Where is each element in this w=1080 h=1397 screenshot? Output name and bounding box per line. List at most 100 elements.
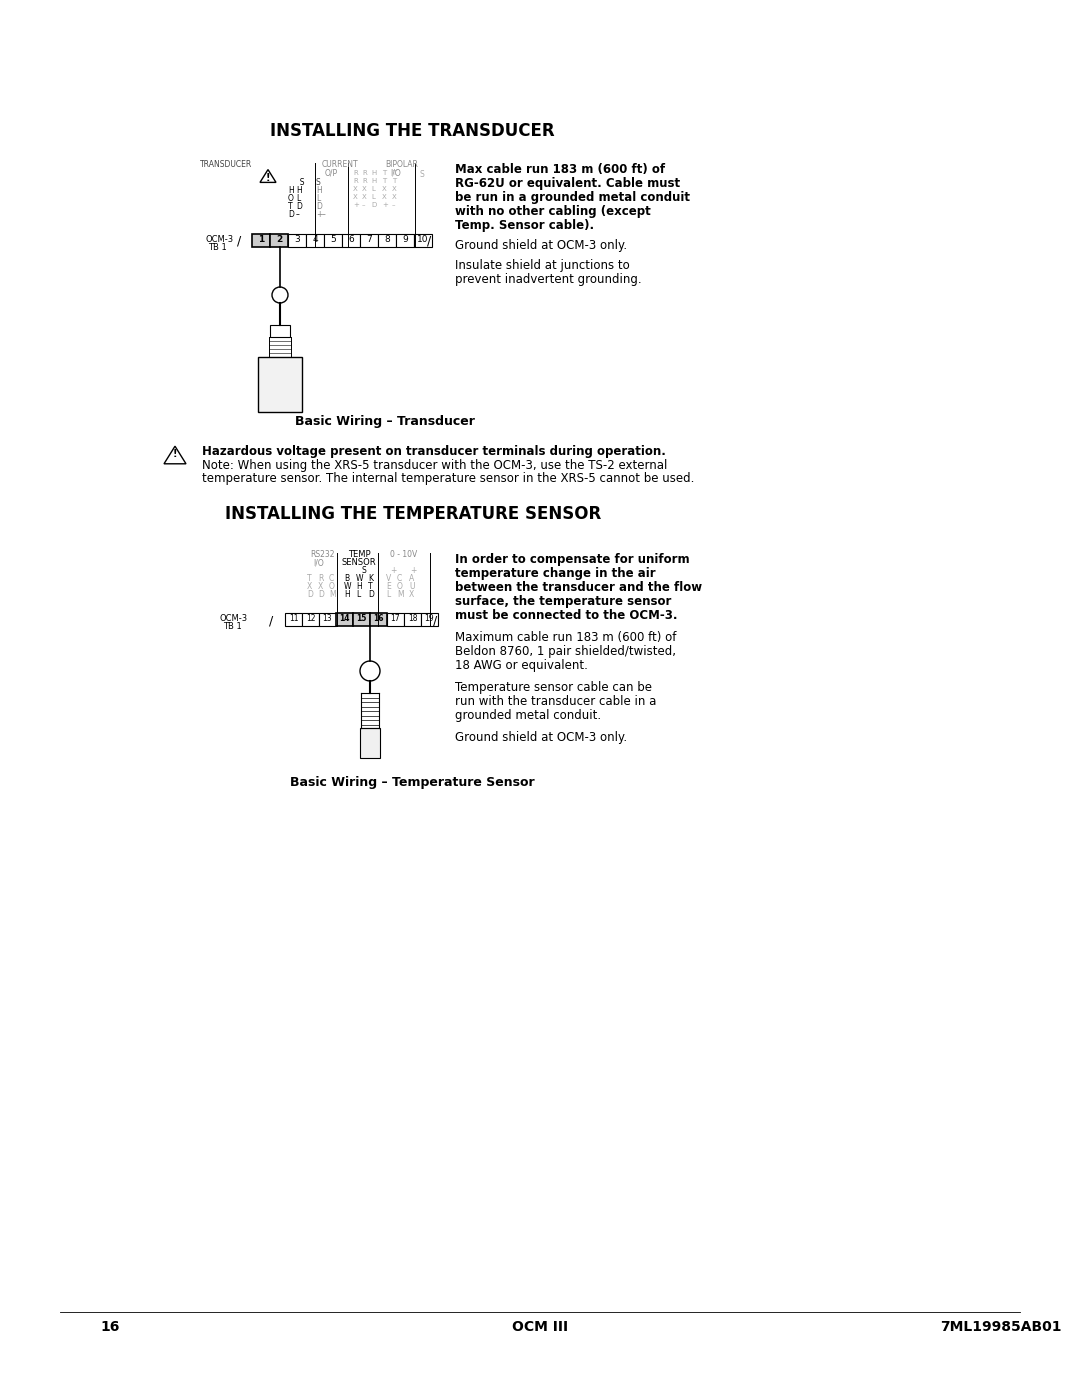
- Text: Basic Wiring – Temperature Sensor: Basic Wiring – Temperature Sensor: [291, 775, 535, 789]
- Text: S: S: [316, 177, 321, 187]
- Text: TB 1: TB 1: [208, 243, 227, 251]
- Text: R: R: [362, 170, 367, 176]
- Text: O/P: O/P: [325, 168, 338, 177]
- Bar: [360, 235, 378, 247]
- Text: I/O: I/O: [390, 168, 401, 177]
- Text: TB 1: TB 1: [222, 622, 242, 631]
- Text: /: /: [427, 235, 431, 249]
- Text: L: L: [296, 194, 300, 203]
- Text: H: H: [296, 186, 301, 196]
- Text: I/O: I/O: [313, 557, 324, 567]
- Text: !: !: [173, 450, 177, 460]
- Bar: [414, 235, 432, 247]
- Text: –: –: [296, 210, 300, 219]
- Text: INSTALLING THE TRANSDUCER: INSTALLING THE TRANSDUCER: [270, 122, 555, 140]
- Text: Ground shield at OCM-3 only.: Ground shield at OCM-3 only.: [455, 239, 627, 251]
- Text: E: E: [386, 583, 391, 591]
- Text: R: R: [353, 170, 357, 176]
- Text: T: T: [382, 170, 387, 176]
- Text: X: X: [353, 186, 357, 191]
- Text: X: X: [382, 186, 387, 191]
- Text: W: W: [345, 583, 351, 591]
- Text: 19: 19: [424, 615, 434, 623]
- Text: between the transducer and the flow: between the transducer and the flow: [455, 581, 702, 594]
- Text: +: +: [382, 203, 388, 208]
- Text: 18 AWG or equivalent.: 18 AWG or equivalent.: [455, 659, 588, 672]
- Text: /: /: [269, 615, 273, 627]
- Text: X: X: [362, 194, 367, 200]
- Text: must be connected to the OCM-3.: must be connected to the OCM-3.: [455, 609, 677, 622]
- Text: /: /: [433, 615, 437, 627]
- Text: D: D: [307, 590, 313, 599]
- Text: L: L: [372, 194, 375, 200]
- Text: +: +: [353, 203, 359, 208]
- Text: 5: 5: [330, 235, 336, 244]
- Text: INSTALLING THE TEMPERATURE SENSOR: INSTALLING THE TEMPERATURE SENSOR: [225, 504, 602, 522]
- Text: C: C: [397, 574, 402, 583]
- Text: 2: 2: [275, 235, 282, 244]
- Text: W: W: [356, 574, 364, 583]
- Text: A: A: [409, 574, 415, 583]
- Text: 18: 18: [408, 615, 417, 623]
- Text: Beldon 8760, 1 pair shielded/twisted,: Beldon 8760, 1 pair shielded/twisted,: [455, 645, 676, 658]
- Text: B: B: [345, 574, 349, 583]
- Text: X: X: [362, 186, 367, 191]
- Text: K: K: [368, 574, 373, 583]
- Bar: [258, 358, 302, 412]
- Text: Temp. Sensor cable).: Temp. Sensor cable).: [455, 219, 594, 232]
- Text: 14: 14: [339, 615, 350, 623]
- Text: X: X: [353, 194, 357, 200]
- Bar: [306, 235, 324, 247]
- Text: S: S: [295, 177, 305, 187]
- Bar: [288, 235, 306, 247]
- Text: 4: 4: [312, 235, 318, 244]
- Text: /: /: [237, 235, 241, 249]
- Text: 0 - 10V: 0 - 10V: [390, 550, 417, 559]
- Text: D: D: [372, 203, 376, 208]
- Bar: [396, 235, 414, 247]
- Text: V: V: [386, 574, 391, 583]
- Text: temperature sensor. The internal temperature sensor in the XRS-5 cannot be used.: temperature sensor. The internal tempera…: [202, 472, 694, 485]
- Text: X: X: [382, 194, 387, 200]
- Text: 12: 12: [306, 615, 315, 623]
- Text: O: O: [288, 194, 294, 203]
- Text: X: X: [392, 186, 396, 191]
- Bar: [404, 613, 421, 626]
- Bar: [302, 613, 319, 626]
- Text: T: T: [288, 203, 293, 211]
- Text: H: H: [345, 590, 350, 599]
- Text: +: +: [390, 566, 396, 576]
- Text: T: T: [382, 177, 387, 184]
- Text: +: +: [316, 210, 322, 219]
- Bar: [336, 613, 353, 626]
- Text: D: D: [368, 590, 374, 599]
- Text: CURRENT: CURRENT: [322, 161, 359, 169]
- Text: T: T: [392, 170, 396, 176]
- Text: R: R: [318, 574, 323, 583]
- Text: X: X: [307, 583, 312, 591]
- Text: Ground shield at OCM-3 only.: Ground shield at OCM-3 only.: [455, 731, 627, 745]
- Text: S: S: [420, 170, 424, 179]
- Text: C: C: [329, 574, 334, 583]
- Text: Note: When using the XRS-5 transducer with the OCM-3, use the TS-2 external: Note: When using the XRS-5 transducer wi…: [202, 460, 667, 472]
- Bar: [342, 235, 360, 247]
- Text: be run in a grounded metal conduit: be run in a grounded metal conduit: [455, 191, 690, 204]
- Text: L: L: [356, 590, 361, 599]
- Text: R: R: [362, 177, 367, 184]
- Text: !: !: [266, 173, 270, 183]
- Text: +: +: [410, 566, 417, 576]
- Bar: [270, 235, 288, 247]
- Text: prevent inadvertent grounding.: prevent inadvertent grounding.: [455, 272, 642, 286]
- Bar: [270, 326, 291, 337]
- Text: RS232: RS232: [310, 550, 335, 559]
- Text: RG-62U or equivalent. Cable must: RG-62U or equivalent. Cable must: [455, 177, 680, 190]
- Text: 7ML19985AB01: 7ML19985AB01: [940, 1320, 1062, 1334]
- Bar: [353, 613, 370, 626]
- Text: O: O: [397, 583, 403, 591]
- Text: H: H: [372, 177, 376, 184]
- Text: H: H: [356, 583, 362, 591]
- Text: H: H: [372, 170, 376, 176]
- Text: –: –: [322, 210, 326, 219]
- Bar: [285, 613, 302, 626]
- Text: U: U: [409, 583, 415, 591]
